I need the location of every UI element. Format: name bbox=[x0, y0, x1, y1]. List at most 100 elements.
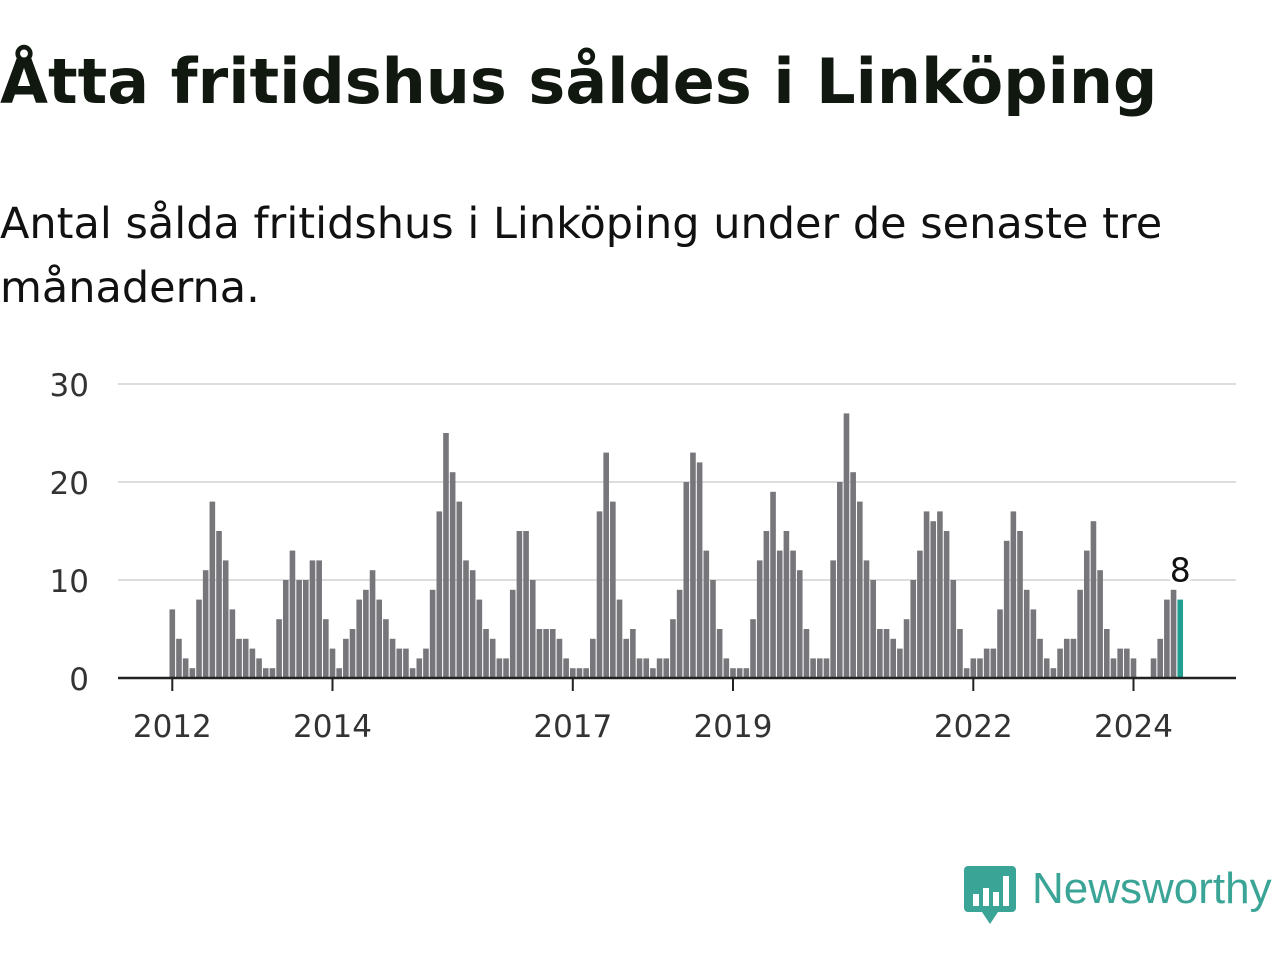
bar bbox=[1097, 570, 1103, 678]
bar bbox=[1104, 629, 1110, 678]
bar bbox=[189, 668, 196, 678]
bar bbox=[343, 638, 349, 678]
bar bbox=[329, 648, 336, 678]
bar bbox=[449, 472, 456, 678]
bar bbox=[196, 599, 202, 678]
bar bbox=[276, 619, 282, 678]
bar bbox=[363, 589, 369, 678]
bar bbox=[796, 570, 803, 678]
bar bbox=[816, 658, 823, 678]
bar-chart-speech-bubble-icon bbox=[964, 866, 1016, 924]
bar bbox=[870, 580, 876, 678]
bar bbox=[1003, 540, 1010, 678]
bar bbox=[643, 658, 650, 678]
bar bbox=[296, 580, 302, 678]
bar bbox=[917, 550, 923, 678]
bar bbox=[623, 638, 629, 678]
bar bbox=[883, 629, 890, 678]
bar bbox=[630, 629, 636, 678]
bar bbox=[523, 531, 529, 678]
bar bbox=[529, 580, 536, 678]
bar bbox=[736, 668, 743, 678]
bar bbox=[169, 609, 176, 678]
bar bbox=[216, 531, 222, 678]
bar bbox=[1023, 589, 1030, 678]
bar bbox=[803, 629, 810, 678]
bar bbox=[750, 619, 756, 678]
bar bbox=[943, 531, 950, 678]
bar bbox=[1170, 589, 1177, 678]
bar bbox=[1077, 589, 1083, 678]
bar bbox=[1164, 599, 1170, 678]
bar bbox=[683, 482, 690, 678]
bar bbox=[496, 658, 503, 678]
bar bbox=[656, 658, 663, 678]
bar bbox=[716, 629, 723, 678]
bar bbox=[756, 560, 763, 678]
x-tick-label: 2017 bbox=[533, 709, 612, 745]
bar bbox=[1110, 658, 1117, 678]
bar bbox=[710, 580, 716, 678]
bar bbox=[549, 629, 556, 678]
brand-name: Newsworthy bbox=[1032, 864, 1272, 913]
bar bbox=[790, 550, 796, 678]
bar bbox=[1070, 638, 1077, 678]
bar bbox=[316, 560, 322, 678]
x-tick-label: 2014 bbox=[293, 709, 372, 745]
bar bbox=[389, 638, 396, 678]
bar bbox=[636, 658, 643, 678]
bar bbox=[583, 668, 589, 678]
bar bbox=[1050, 668, 1057, 678]
bar bbox=[429, 589, 436, 678]
bar bbox=[810, 658, 816, 678]
bar bbox=[690, 452, 696, 678]
x-tick-label: 2012 bbox=[133, 709, 212, 745]
bar bbox=[416, 658, 423, 678]
bar bbox=[336, 668, 342, 678]
bar bbox=[202, 570, 209, 678]
bar bbox=[249, 648, 256, 678]
bar bbox=[930, 521, 937, 678]
bar bbox=[703, 550, 710, 678]
bar bbox=[556, 638, 563, 678]
bar bbox=[743, 668, 750, 678]
bars bbox=[169, 413, 1184, 678]
logo-bar-3 bbox=[993, 892, 999, 906]
bar bbox=[423, 648, 429, 678]
bar bbox=[256, 658, 262, 678]
bar bbox=[603, 452, 609, 678]
bar bbox=[222, 560, 229, 678]
bar bbox=[616, 599, 623, 678]
chart-title: Åtta fritidshus såldes i Linköping bbox=[0, 45, 1158, 118]
bar bbox=[823, 658, 830, 678]
bar bbox=[663, 658, 670, 678]
bar bbox=[977, 658, 983, 678]
bar bbox=[696, 462, 703, 678]
bar bbox=[776, 550, 783, 678]
y-tick-label: 30 bbox=[50, 368, 89, 404]
x-tick-label: 2024 bbox=[1094, 709, 1173, 745]
bar bbox=[536, 629, 543, 678]
bar bbox=[1037, 638, 1043, 678]
bar bbox=[323, 619, 329, 678]
bar bbox=[1017, 531, 1023, 678]
logo-bar-1 bbox=[973, 894, 979, 906]
bar bbox=[1090, 521, 1097, 678]
bar bbox=[990, 648, 997, 678]
bar-chart: 0 10 20 30 2012 2014 2017 2019 2022 2024 8 bbox=[50, 368, 1236, 745]
bar bbox=[670, 619, 676, 678]
bar bbox=[1124, 648, 1130, 678]
bar bbox=[837, 482, 843, 678]
bar bbox=[516, 531, 523, 678]
bar bbox=[910, 580, 917, 678]
bar bbox=[783, 531, 790, 678]
bar-highlighted bbox=[1177, 599, 1184, 678]
bar bbox=[897, 648, 903, 678]
bar bbox=[282, 580, 289, 678]
bar bbox=[863, 560, 870, 678]
bar bbox=[937, 511, 943, 678]
bar bbox=[877, 629, 883, 678]
bar bbox=[349, 629, 356, 678]
bar bbox=[456, 501, 463, 678]
bar bbox=[463, 560, 469, 678]
